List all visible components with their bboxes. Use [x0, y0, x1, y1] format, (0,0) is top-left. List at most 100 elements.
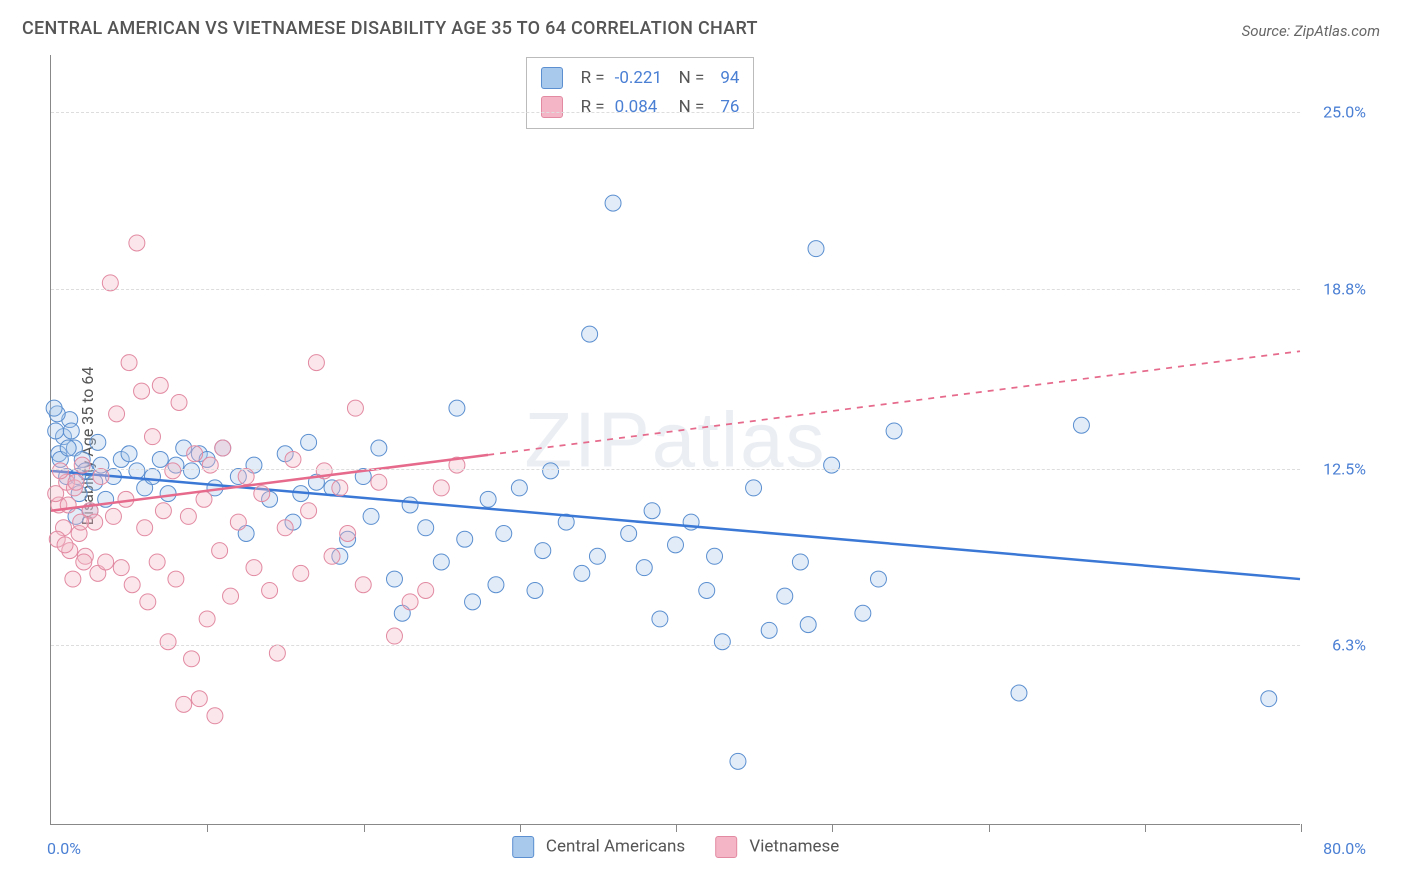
data-point: [1073, 417, 1089, 433]
data-point: [324, 548, 340, 564]
data-point: [269, 645, 285, 661]
data-point: [363, 508, 379, 524]
data-point: [152, 377, 168, 393]
data-point: [340, 525, 356, 541]
data-point: [171, 394, 187, 410]
data-point: [60, 440, 76, 456]
data-point: [301, 503, 317, 519]
data-point: [254, 486, 270, 502]
swatch-series2: [541, 96, 563, 118]
data-point: [121, 355, 137, 371]
x-tick: [832, 824, 833, 832]
y-tick-label: 6.3%: [1332, 636, 1366, 655]
data-point: [808, 241, 824, 257]
data-point: [355, 577, 371, 593]
data-point: [870, 571, 886, 587]
legend-label-1: Central Americans: [546, 836, 685, 856]
data-point: [262, 582, 278, 598]
data-point: [886, 423, 902, 439]
data-point: [777, 588, 793, 604]
data-point: [792, 554, 808, 570]
gridline: [51, 645, 1300, 646]
x-axis-min-label: 0.0%: [47, 839, 81, 858]
data-point: [465, 594, 481, 610]
data-point: [144, 469, 160, 485]
data-point: [418, 520, 434, 536]
data-point: [196, 491, 212, 507]
data-point: [308, 355, 324, 371]
data-point: [644, 503, 660, 519]
data-point: [347, 400, 363, 416]
data-point: [1261, 691, 1277, 707]
data-point: [636, 560, 652, 576]
data-point: [761, 622, 777, 638]
y-tick-label: 18.8%: [1323, 279, 1366, 298]
data-point: [74, 457, 90, 473]
data-point: [621, 525, 637, 541]
data-point: [668, 537, 684, 553]
r-value-1: -0.221: [615, 64, 669, 93]
data-point: [707, 548, 723, 564]
data-point: [652, 611, 668, 627]
chart-svg: [51, 55, 1300, 824]
data-point: [371, 474, 387, 490]
data-point: [332, 480, 348, 496]
data-point: [488, 577, 504, 593]
data-point: [449, 400, 465, 416]
data-point: [301, 434, 317, 450]
stats-row-series1: R = -0.221 N = 94: [541, 64, 740, 93]
x-tick: [1301, 824, 1302, 832]
data-point: [1011, 685, 1027, 701]
n-prefix-2: N =: [679, 93, 705, 122]
x-tick: [1145, 824, 1146, 832]
data-point: [155, 503, 171, 519]
n-prefix-1: N =: [679, 64, 705, 93]
data-point: [46, 400, 62, 416]
data-point: [418, 582, 434, 598]
data-point: [714, 634, 730, 650]
data-point: [57, 537, 73, 553]
data-point: [187, 446, 203, 462]
r-prefix-1: R =: [581, 64, 605, 93]
data-point: [113, 560, 129, 576]
data-point: [184, 463, 200, 479]
stats-legend-box: R = -0.221 N = 94 R = 0.084 N = 76: [526, 57, 755, 129]
data-point: [52, 463, 68, 479]
data-point: [511, 480, 527, 496]
data-point: [699, 582, 715, 598]
data-point: [543, 463, 559, 479]
data-point: [73, 514, 89, 530]
data-point: [168, 571, 184, 587]
data-point: [98, 554, 114, 570]
data-point: [582, 326, 598, 342]
data-point: [152, 451, 168, 467]
legend-label-2: Vietnamese: [749, 836, 839, 856]
data-point: [160, 634, 176, 650]
data-point: [223, 588, 239, 604]
chart-title: CENTRAL AMERICAN VS VIETNAMESE DISABILIT…: [22, 18, 758, 39]
data-point: [215, 440, 231, 456]
data-point: [800, 617, 816, 633]
data-point: [246, 560, 262, 576]
data-point: [202, 457, 218, 473]
data-point: [496, 525, 512, 541]
gridline: [51, 289, 1300, 290]
data-point: [184, 651, 200, 667]
data-point: [402, 497, 418, 513]
data-point: [386, 571, 402, 587]
stats-row-series2: R = 0.084 N = 76: [541, 93, 740, 122]
data-point: [207, 708, 223, 724]
data-point: [191, 691, 207, 707]
gridline: [51, 469, 1300, 470]
data-point: [165, 463, 181, 479]
data-point: [144, 429, 160, 445]
data-point: [855, 605, 871, 621]
data-point: [65, 571, 81, 587]
data-point: [149, 554, 165, 570]
r-prefix-2: R =: [581, 93, 605, 122]
data-point: [605, 195, 621, 211]
data-point: [824, 457, 840, 473]
data-point: [277, 520, 293, 536]
data-point: [730, 753, 746, 769]
data-point: [199, 611, 215, 627]
